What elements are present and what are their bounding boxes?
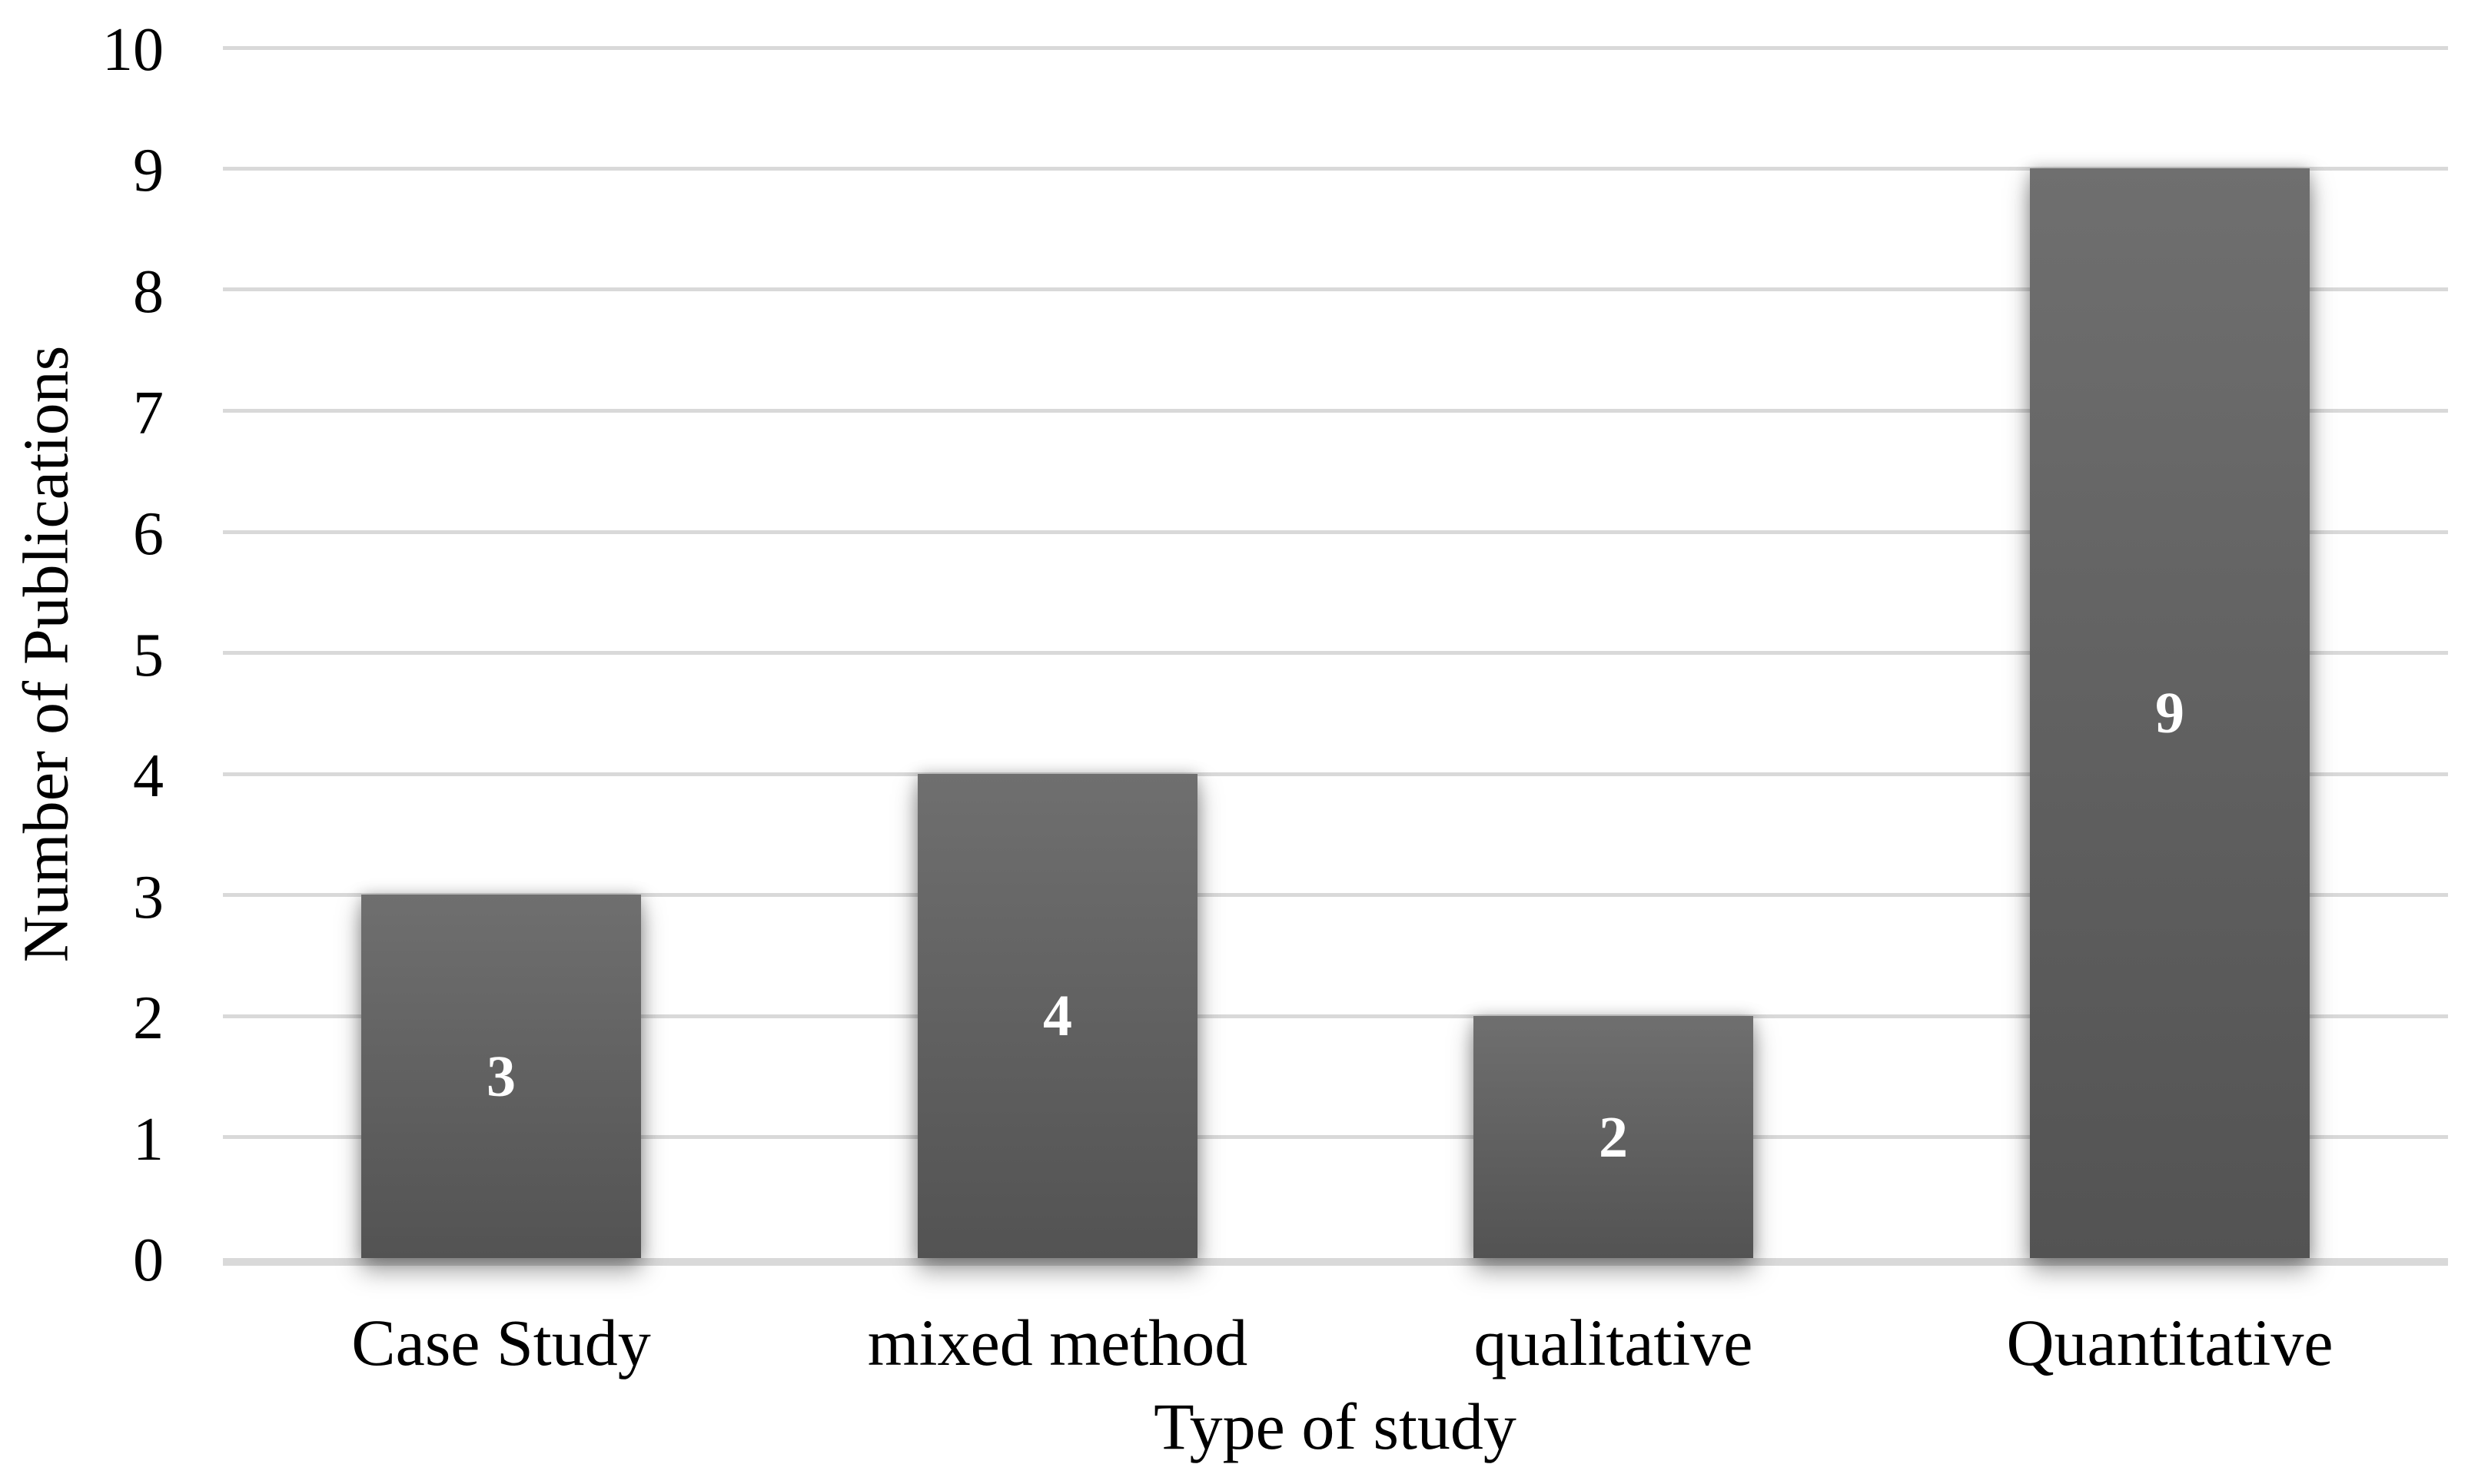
x-category-label-quantitative: Quantitative bbox=[2006, 1306, 2334, 1379]
gridline bbox=[223, 409, 2448, 413]
y-tick-label: 2 bbox=[133, 984, 164, 1052]
y-tick-label: 6 bbox=[133, 500, 164, 568]
y-axis-title: Number of Publications bbox=[10, 345, 82, 963]
bar-value-label: 9 bbox=[2155, 681, 2184, 745]
y-tick-label: 4 bbox=[133, 742, 164, 810]
plot-area: 3 4 2 9 bbox=[223, 46, 2448, 1266]
gridline bbox=[223, 167, 2448, 171]
gridline bbox=[223, 1014, 2448, 1018]
bar-value-label: 3 bbox=[487, 1044, 516, 1109]
x-category-label-qualitative: qualitative bbox=[1473, 1306, 1753, 1379]
y-tick-label: 0 bbox=[133, 1227, 164, 1294]
gridline bbox=[223, 530, 2448, 534]
bar-value-label: 4 bbox=[1043, 984, 1072, 1048]
bar-quantitative: 9 bbox=[2030, 168, 2310, 1258]
gridline bbox=[223, 651, 2448, 655]
x-axis-line bbox=[223, 1258, 2448, 1266]
x-category-label-mixed-method: mixed method bbox=[867, 1306, 1248, 1379]
gridline bbox=[223, 46, 2448, 50]
bar-mixed-method: 4 bbox=[918, 774, 1197, 1258]
gridline bbox=[223, 893, 2448, 897]
gridline bbox=[223, 287, 2448, 291]
gridline bbox=[223, 772, 2448, 776]
bar-qualitative: 2 bbox=[1473, 1016, 1753, 1258]
gridline bbox=[223, 1135, 2448, 1139]
y-tick-label: 9 bbox=[133, 137, 164, 204]
y-tick-label: 10 bbox=[102, 16, 164, 84]
y-tick-label: 8 bbox=[133, 258, 164, 326]
y-tick-label: 5 bbox=[133, 622, 164, 689]
x-category-label-case-study: Case Study bbox=[351, 1306, 651, 1379]
y-tick-label: 1 bbox=[133, 1106, 164, 1174]
y-tick-label: 7 bbox=[133, 380, 164, 447]
x-axis-title: Type of study bbox=[1154, 1389, 1516, 1463]
bar-case-study: 3 bbox=[361, 895, 641, 1258]
y-tick-label: 3 bbox=[133, 864, 164, 931]
bar-value-label: 2 bbox=[1599, 1104, 1628, 1170]
